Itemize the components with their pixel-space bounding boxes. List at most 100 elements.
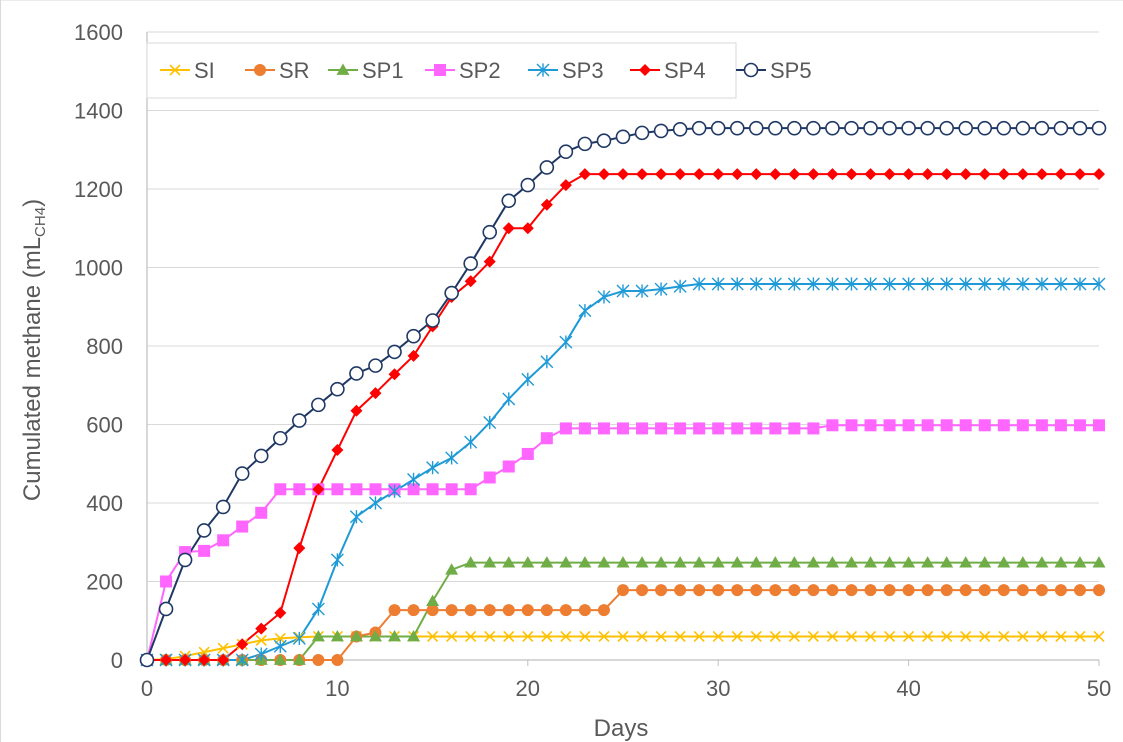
data-point-sp2 (445, 483, 458, 496)
data-point-si (826, 630, 839, 643)
data-point-sr (693, 584, 706, 597)
data-point-sp5 (368, 358, 383, 373)
data-point-sp1 (502, 556, 516, 568)
data-point-sr (1054, 584, 1067, 597)
data-point-sr (997, 584, 1010, 597)
data-point-sr (940, 584, 953, 597)
data-point-sp4 (255, 622, 268, 635)
data-point-sp5 (653, 123, 669, 139)
data-point-sp3 (806, 277, 820, 291)
data-point-sp5 (292, 413, 307, 428)
data-point-sp4 (902, 168, 915, 181)
data-point-si-stroke (674, 630, 686, 643)
data-point-sr (807, 584, 820, 597)
data-point-si-stroke (1017, 630, 1029, 643)
data-point-sr (959, 584, 972, 597)
data-point-sp3 (330, 553, 344, 567)
data-point-sp2 (293, 483, 306, 496)
data-point-sp4 (883, 168, 896, 181)
legend-swatch-marker (254, 64, 266, 76)
data-point-si-stroke (274, 632, 286, 644)
data-point-sp1 (578, 556, 592, 568)
data-point-sp1 (1073, 556, 1087, 568)
data-point-sp1 (273, 653, 287, 665)
data-point-sr (864, 584, 877, 597)
data-point-si-stroke (255, 634, 267, 646)
data-point-sp1 (597, 556, 611, 568)
data-point-sp1 (978, 556, 992, 568)
data-point-si (617, 630, 629, 643)
data-point-sp4 (997, 168, 1010, 181)
legend: SI SR SP1 SP2 SP3 SP4 SP5 (146, 42, 812, 99)
data-point-sp3 (616, 284, 630, 298)
y-tick-label: 1600 (74, 20, 123, 45)
data-point-sp3 (730, 277, 744, 291)
data-point-sp4 (597, 168, 610, 181)
data-point-sp2 (483, 471, 496, 484)
data-point-sp2 (940, 419, 953, 432)
data-point-si-stroke (598, 630, 610, 643)
data-point-sp2 (959, 419, 972, 432)
data-point-sp1 (368, 629, 382, 642)
data-point-si-stroke (960, 630, 972, 643)
x-tick-label: 30 (706, 676, 730, 701)
data-point-sp1 (1054, 556, 1068, 568)
legend-label: SP5 (770, 58, 812, 83)
data-point-si-stroke (769, 630, 781, 643)
legend-entry-sr: SR (245, 58, 310, 83)
data-point-sp1 (349, 629, 363, 642)
data-point-sp3 (502, 392, 516, 406)
data-point-si (446, 630, 458, 643)
data-point-sp1 (787, 556, 801, 568)
data-point-sp4 (160, 654, 173, 666)
data-point-si (693, 630, 705, 643)
data-point-si-stroke (998, 630, 1010, 643)
data-point-sp3 (692, 277, 706, 291)
data-point-sr (388, 604, 401, 617)
data-point-si (941, 630, 953, 643)
data-point-sp4 (1016, 168, 1029, 181)
data-point-si (731, 630, 743, 643)
data-point-sp2 (578, 422, 591, 435)
data-point-sp2 (464, 483, 477, 496)
data-point-si-stroke (731, 630, 743, 643)
series-points-sp2 (141, 419, 1105, 666)
data-point-sp1 (749, 556, 763, 568)
data-point-si (750, 630, 762, 643)
data-point-sp5 (768, 120, 783, 136)
data-point-sp2 (617, 422, 629, 435)
data-point-sp4 (826, 168, 839, 181)
data-point-sp4 (578, 168, 591, 181)
data-point-si-stroke (845, 630, 858, 643)
data-point-sp4 (236, 638, 249, 651)
data-point-sp4 (198, 654, 211, 666)
data-point-sp2 (236, 520, 249, 533)
data-point-sp4 (693, 168, 706, 181)
legend-swatch-marker (639, 64, 651, 76)
data-point-sp1 (635, 556, 649, 568)
data-point-sp5 (939, 120, 954, 136)
data-point-si (1074, 630, 1086, 643)
data-point-sp3 (749, 277, 763, 291)
data-point-sp4 (750, 168, 763, 181)
data-point-si-stroke (655, 630, 667, 643)
legend-swatch-marker (169, 64, 181, 76)
data-point-sp2 (274, 483, 287, 496)
data-point-sp3 (597, 290, 611, 304)
data-point-sp4 (274, 606, 287, 619)
data-point-si-stroke (446, 630, 458, 643)
data-point-sp2 (902, 419, 915, 432)
data-point-sp5 (596, 133, 612, 149)
data-point-sp5 (444, 285, 459, 301)
y-axis-label: Cumulated methane (mLCH4) (19, 199, 49, 501)
data-point-si-stroke (579, 630, 591, 643)
legend-label: SP4 (664, 58, 706, 83)
data-point-sp2 (255, 506, 268, 519)
data-point-sp5 (158, 601, 174, 617)
data-point-si-stroke (1036, 630, 1048, 643)
data-point-sp3 (521, 372, 535, 386)
data-point-sp5 (577, 136, 593, 152)
data-point-sp1 (445, 563, 459, 575)
data-point-sp1 (426, 594, 440, 606)
data-point-sp5 (882, 120, 897, 136)
